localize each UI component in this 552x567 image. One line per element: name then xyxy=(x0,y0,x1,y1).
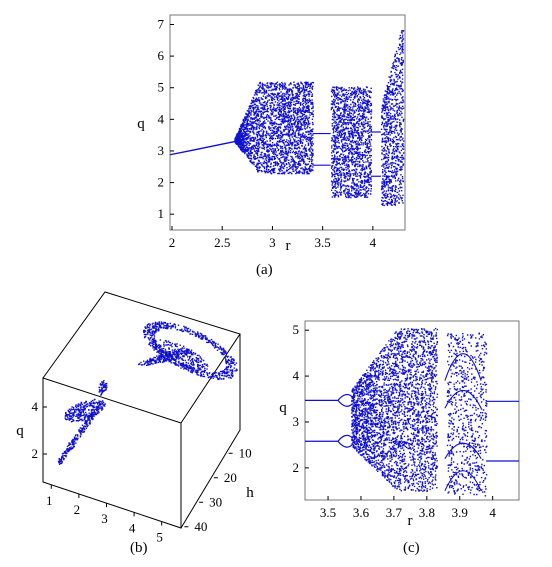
panel-b-ztick-label: 20 xyxy=(224,470,237,485)
panel-c-xtick-label: 3.5 xyxy=(320,505,336,520)
panel-b-ytick-label: 4 xyxy=(32,399,39,414)
panel-a-ytick-label: 6 xyxy=(158,48,165,63)
panel-c-frame xyxy=(304,320,520,501)
panel-a-frame xyxy=(169,14,406,231)
panel-a-ytick-label: 7 xyxy=(158,16,165,31)
panel-b-xtick-label: 2 xyxy=(74,502,81,517)
panel-a-caption: (a) xyxy=(256,262,273,278)
panel-b-ylabel: q xyxy=(16,423,24,439)
panel-a-chaotic-band xyxy=(380,30,405,207)
panel-b-xtick-label: 4 xyxy=(129,520,136,535)
panel-a-xlabel: r xyxy=(286,238,291,254)
panel-a-xtick-label: 4 xyxy=(370,235,377,250)
panel-a-ytick-label: 4 xyxy=(158,111,165,126)
panel-a-ytick-label: 1 xyxy=(158,206,165,221)
panel-b-ztick-label: 40 xyxy=(194,519,207,534)
panel-c-ytick-label: 3 xyxy=(293,414,300,429)
panel-c-xtick-label: 3.9 xyxy=(452,505,468,520)
panel-b-attractor-points xyxy=(57,321,238,465)
panel-c-periodic-branch xyxy=(305,434,354,448)
panel-c-window-arc xyxy=(444,353,482,381)
panel-c: 3.5 3.6 3.7 3.8 3.9 4 2 3 4 5 r q xyxy=(279,320,520,529)
panel-c-chaotic-band xyxy=(351,327,439,493)
panel-a-ytick-label: 2 xyxy=(158,175,165,190)
panel-b-zlabel: h xyxy=(246,485,254,501)
panel-b-xtick-label: 1 xyxy=(46,493,53,508)
panel-c-ytick-label: 5 xyxy=(293,322,300,337)
panel-a-xtick-label: 3 xyxy=(269,235,276,250)
panel-a-fixed-point-branch xyxy=(169,139,243,156)
panel-c-xtick-label: 3.8 xyxy=(419,505,435,520)
panel-a-ytick-label: 5 xyxy=(158,80,165,95)
panel-c-xtick-label: 3.6 xyxy=(353,505,370,520)
panel-c-xlabel: r xyxy=(408,513,413,529)
panel-c-periodic-branch xyxy=(305,393,354,407)
panel-a-ytick-label: 3 xyxy=(158,143,165,158)
panel-b-ytick-label: 2 xyxy=(32,446,39,461)
panel-b-box-side xyxy=(180,334,241,529)
panel-b-ztick-label: 10 xyxy=(239,445,252,460)
panel-a-chaotic-band xyxy=(234,81,314,175)
panel-a-xtick-label: 2 xyxy=(169,235,176,250)
panel-c-caption: (c) xyxy=(403,540,420,556)
panel-a-chaotic-band xyxy=(330,86,373,199)
panel-c-ylabel: q xyxy=(279,400,287,416)
panel-b-ztick-label: 30 xyxy=(209,494,222,509)
panel-c-window-arc xyxy=(444,390,482,409)
panel-c-xtick-label: 4 xyxy=(489,505,496,520)
panel-c-chaotic-band xyxy=(446,332,488,497)
panel-b-caption: (b) xyxy=(130,540,148,556)
panel-b-box-top xyxy=(42,291,241,424)
panel-c-ytick-label: 4 xyxy=(293,368,300,383)
panel-c-ytick-label: 2 xyxy=(293,460,300,475)
panel-c-xtick-label: 3.7 xyxy=(386,505,403,520)
panel-b-xtick-label: 3 xyxy=(101,511,108,526)
panel-b-xtick-label: 5 xyxy=(156,530,163,545)
panel-a-xtick-label: 2.5 xyxy=(214,235,230,250)
panel-a-ylabel: q xyxy=(137,116,145,132)
panel-a-xtick-label: 3.5 xyxy=(315,235,331,250)
